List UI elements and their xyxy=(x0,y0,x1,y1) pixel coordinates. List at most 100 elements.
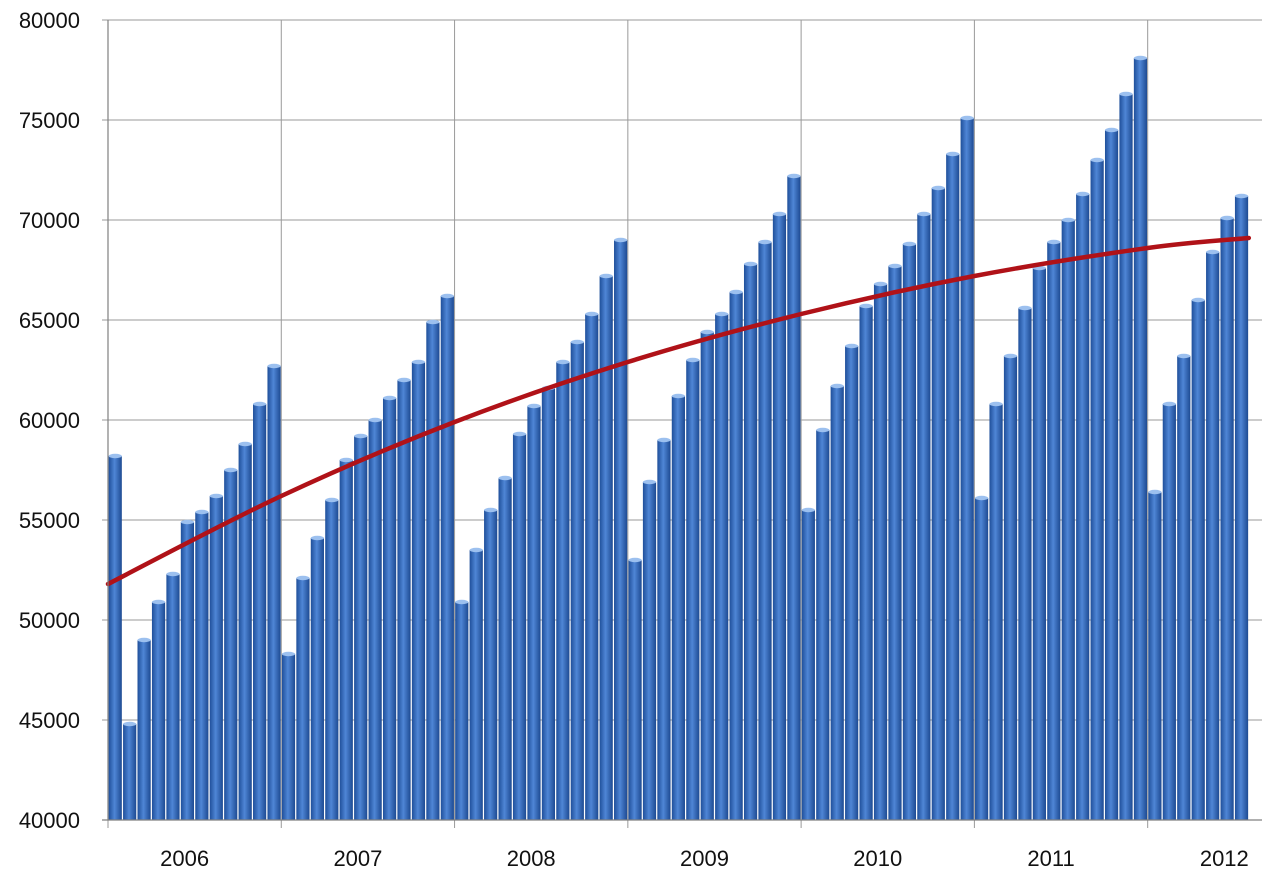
bar xyxy=(281,654,296,820)
bar xyxy=(354,436,368,820)
bar xyxy=(296,578,310,820)
bar-top-cap xyxy=(469,547,483,553)
bar-top-cap xyxy=(108,453,122,459)
bar-top-cap xyxy=(686,357,700,363)
bar xyxy=(1133,58,1148,820)
bar xyxy=(1119,94,1133,820)
bar-top-cap xyxy=(570,339,584,345)
bar-top-cap xyxy=(397,377,411,383)
bar xyxy=(816,430,830,820)
bar-top-cap xyxy=(787,173,801,179)
bar xyxy=(888,266,902,820)
bar-top-cap xyxy=(816,427,830,433)
bar xyxy=(917,214,931,820)
bar xyxy=(1018,308,1032,820)
bar-top-cap xyxy=(628,557,642,563)
x-tick-label: 2009 xyxy=(680,846,729,871)
bar-top-cap xyxy=(1003,353,1018,359)
bar-top-cap xyxy=(267,363,281,369)
bar-top-cap xyxy=(743,261,758,267)
bar xyxy=(180,522,195,820)
bar-top-cap xyxy=(1220,215,1234,221)
x-axis-tick-labels: 2006 2007 2008 2009 2010 2011 2012 xyxy=(160,846,1249,871)
bar xyxy=(527,406,541,820)
bar xyxy=(1003,356,1018,820)
bar-top-cap xyxy=(426,319,440,325)
bar xyxy=(238,444,252,820)
bar-top-cap xyxy=(1119,91,1133,97)
bar xyxy=(455,602,469,820)
bar-top-cap xyxy=(772,211,787,217)
bar-top-cap xyxy=(1177,353,1191,359)
bar xyxy=(1234,196,1249,820)
bar xyxy=(902,244,917,820)
bar xyxy=(859,306,873,820)
bar xyxy=(873,284,888,820)
bar xyxy=(1076,194,1090,820)
bar xyxy=(267,366,281,820)
bar-top-cap xyxy=(1104,127,1119,133)
bar xyxy=(151,602,166,820)
bar xyxy=(137,640,151,820)
bar-top-cap xyxy=(498,475,512,481)
bar xyxy=(830,386,844,820)
bar xyxy=(1162,404,1176,820)
bar-top-cap xyxy=(281,651,296,657)
bar xyxy=(614,240,628,820)
bar-top-cap xyxy=(151,599,166,605)
bar xyxy=(931,188,945,820)
bar-top-cap xyxy=(1076,191,1090,197)
bar xyxy=(599,276,613,820)
bar xyxy=(1090,160,1104,820)
trend-line xyxy=(105,235,1252,587)
y-tick-label: 70000 xyxy=(19,208,80,233)
bar xyxy=(195,512,209,820)
bar-top-cap xyxy=(166,571,180,577)
bar-top-cap xyxy=(195,509,209,515)
bar xyxy=(1148,492,1162,820)
bar-series xyxy=(108,55,1249,820)
bar-top-cap xyxy=(455,599,469,605)
bar-top-cap xyxy=(1047,239,1061,245)
bar-top-cap xyxy=(224,467,238,473)
x-tick-label: 2012 xyxy=(1200,846,1249,871)
bar xyxy=(397,380,411,820)
y-tick-label: 65000 xyxy=(19,308,80,333)
bar-top-cap xyxy=(671,393,685,399)
bar-top-cap xyxy=(253,401,267,407)
bar-top-cap xyxy=(599,273,613,279)
bar xyxy=(975,498,989,820)
bar-top-cap xyxy=(585,311,599,317)
bar-top-cap xyxy=(556,359,570,365)
bar-top-cap xyxy=(1206,249,1220,255)
bar-top-cap xyxy=(715,311,729,317)
bar xyxy=(715,314,729,820)
bar xyxy=(1191,300,1205,820)
bar xyxy=(339,460,353,820)
bar xyxy=(1177,356,1191,820)
bar-top-cap xyxy=(758,239,772,245)
bar-top-cap xyxy=(368,417,382,423)
bar xyxy=(1220,218,1234,820)
y-tick-label: 80000 xyxy=(19,8,80,33)
bar xyxy=(541,388,556,820)
bar-top-cap xyxy=(512,431,527,437)
bar xyxy=(729,292,743,820)
bar xyxy=(224,470,238,820)
bar-top-cap xyxy=(411,359,426,365)
bar-top-cap xyxy=(1018,305,1032,311)
bar-top-cap xyxy=(440,293,454,299)
bar-top-cap xyxy=(137,637,151,643)
bar xyxy=(628,560,642,820)
bar-top-cap xyxy=(975,495,989,501)
bar-top-cap xyxy=(729,289,743,295)
y-tick-label: 55000 xyxy=(19,508,80,533)
bar-top-cap xyxy=(209,493,223,499)
bar xyxy=(426,322,440,820)
bar xyxy=(1047,242,1061,820)
bar xyxy=(1032,268,1046,820)
bar xyxy=(671,396,685,820)
bar-top-cap xyxy=(873,281,888,287)
bar-top-cap xyxy=(657,437,671,443)
bar xyxy=(209,496,223,820)
